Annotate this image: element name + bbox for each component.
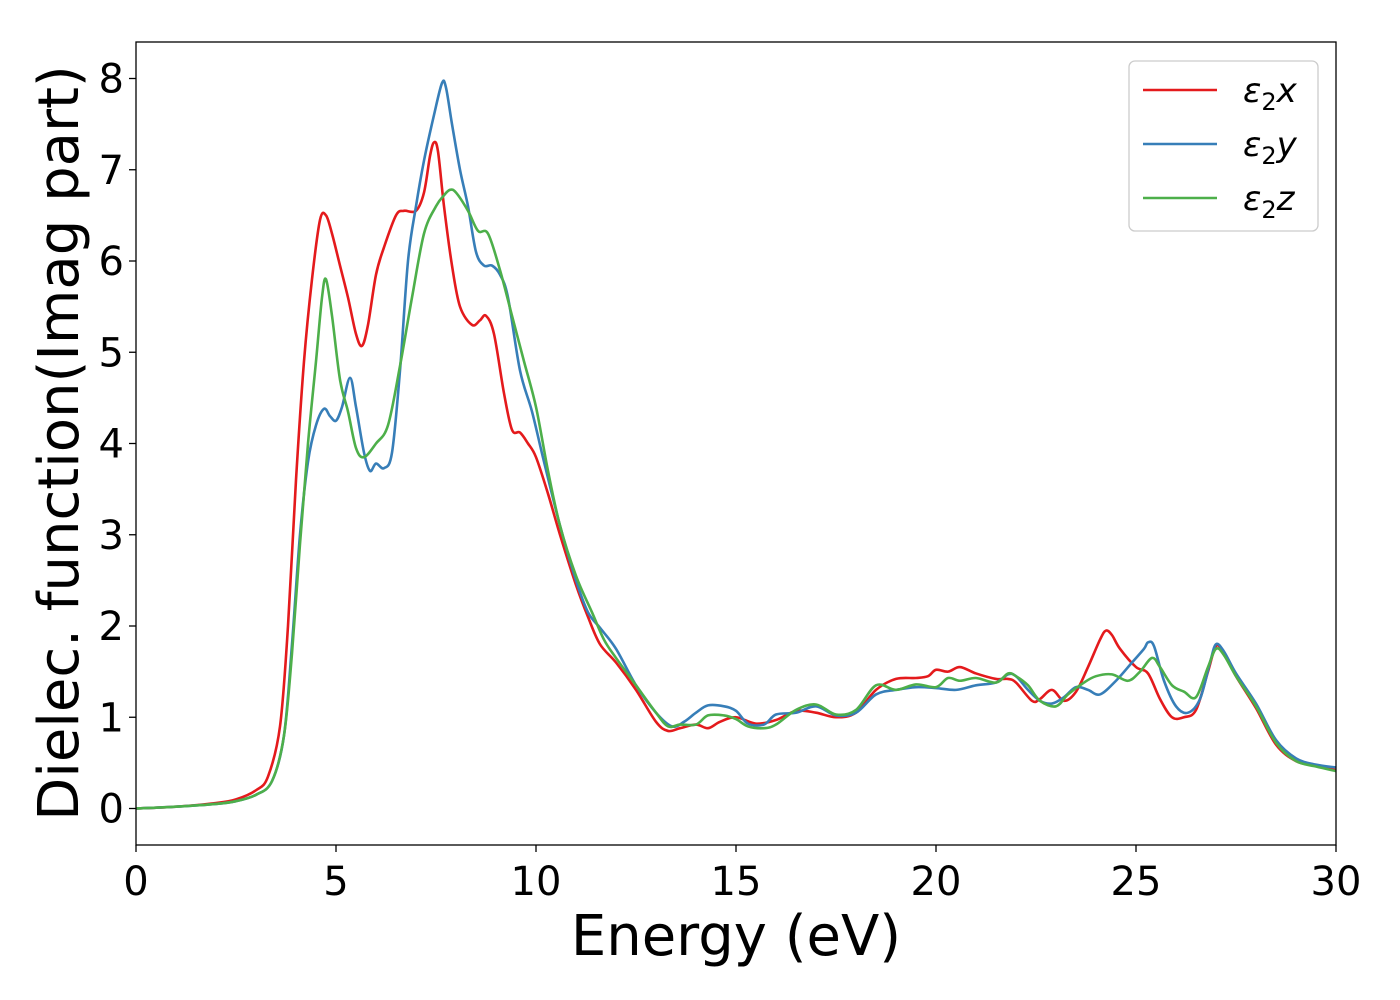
x-axis: 0 5 10 15 20 25 30 [123,845,1361,905]
x-axis-label: Energy (eV) [571,904,901,969]
y-tick-label: 6 [99,239,124,285]
x-tick-label: 30 [1311,859,1362,905]
legend-label: ε2z [1243,179,1296,224]
series-line-e2x [136,140,1336,810]
legend-item-e2y: ε2y [1143,125,1298,170]
legend-label: ε2y [1243,125,1298,170]
y-tick-label: 5 [99,330,124,376]
y-tick-label: 7 [99,148,124,194]
y-tick-label: 2 [99,604,124,650]
y-tick-label: 8 [99,57,124,103]
y-tick-label: 3 [99,513,124,559]
series-layer [136,79,1336,810]
legend: ε2x ε2y ε2z [1128,60,1319,232]
y-axis: 0 1 2 3 4 5 6 7 8 [99,57,136,833]
y-axis-label: Dielec. function(Imag part) [27,65,92,821]
x-tick-label: 10 [511,859,562,905]
y-tick-label: 4 [99,422,124,468]
series-line-e2z [136,188,1336,810]
legend-label: ε2x [1243,71,1298,116]
y-tick-label: 1 [99,695,124,741]
x-tick-label: 25 [1111,859,1162,905]
x-tick-label: 0 [123,859,148,905]
legend-item-e2z: ε2z [1143,179,1296,224]
x-tick-label: 20 [911,859,962,905]
x-tick-label: 15 [711,859,762,905]
x-tick-label: 5 [323,859,348,905]
legend-box [1128,60,1319,232]
y-tick-label: 0 [99,787,124,833]
legend-item-e2x: ε2x [1143,71,1298,116]
